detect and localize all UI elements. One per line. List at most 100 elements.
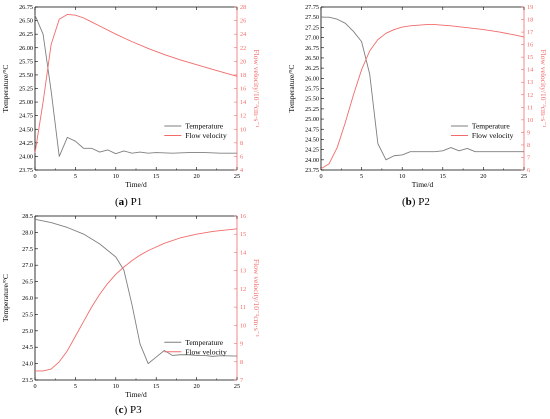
y-left-tick-label: 24.00 xyxy=(19,153,33,160)
y-right-tick-label: 13 xyxy=(527,79,533,86)
y-left-tick-label: 25.00 xyxy=(19,99,33,106)
y-right-axis-label: Flow velocity/10⁻³cm·s⁻¹ xyxy=(252,49,261,127)
x-tick-label: 20 xyxy=(480,173,486,180)
caption-paren: ) xyxy=(124,404,130,416)
y-right-tick-label: 17 xyxy=(527,29,533,36)
y-left-axis-label: Temperature/°C xyxy=(287,65,296,113)
legend-label: Flow velocity xyxy=(185,131,227,140)
caption-letter: c xyxy=(119,404,124,416)
y-right-tick-label: 7 xyxy=(527,154,530,161)
y-right-tick-label: 10 xyxy=(240,126,246,133)
series-line-temperature xyxy=(34,218,238,365)
y-left-tick-label: 24.5 xyxy=(22,344,33,351)
y-left-tick-label: 26.75 xyxy=(305,45,319,52)
x-axis-label: Time/d xyxy=(125,390,147,399)
y-right-tick-label: 8 xyxy=(527,142,530,149)
y-right-tick-label: 9 xyxy=(527,129,530,136)
y-left-tick-label: 27.25 xyxy=(305,24,319,31)
y-right-tick-label: 10 xyxy=(240,322,246,329)
y-left-tick-label: 26.5 xyxy=(22,279,33,286)
y-left-tick-label: 25.0 xyxy=(22,328,33,335)
panel-caption: (a) P1 xyxy=(115,196,142,208)
y-left-tick-label: 23.75 xyxy=(305,167,319,174)
y-right-tick-label: 15 xyxy=(527,54,533,61)
y-left-tick-label: 27.75 xyxy=(305,4,319,11)
legend-label: Flow velocity xyxy=(185,347,227,356)
caption-name: P1 xyxy=(131,196,143,208)
legend-label: Temperature xyxy=(472,122,510,131)
y-left-tick-label: 25.75 xyxy=(19,58,33,65)
y-right-tick-label: 26 xyxy=(240,18,246,25)
x-tick-label: 25 xyxy=(521,173,527,180)
series-line-temperature xyxy=(34,14,237,157)
x-tick-label: 15 xyxy=(440,173,446,180)
y-left-tick-label: 25.00 xyxy=(305,116,319,123)
y-right-tick-label: 16 xyxy=(240,213,246,220)
y-right-tick-label: 10 xyxy=(527,117,533,124)
y-left-tick-label: 24.75 xyxy=(305,126,319,133)
y-right-tick-label: 18 xyxy=(240,72,246,79)
y-left-tick-label: 27.0 xyxy=(22,262,33,269)
caption-paren: ( xyxy=(115,196,119,208)
y-left-tick-label: 24.00 xyxy=(305,157,319,164)
x-tick-label: 20 xyxy=(194,383,200,390)
caption-paren: ) xyxy=(124,196,130,208)
y-left-tick-label: 25.5 xyxy=(22,311,33,318)
chart-panel-p1: 0 5 10 15 20 25 23.75 24.00 24.25 24.50 24.75 25.00… xyxy=(1,4,261,208)
y-right-tick-label: 8 xyxy=(240,359,243,366)
y-left-tick-label: 26.50 xyxy=(19,18,33,25)
x-axis-label: Time/d xyxy=(412,180,434,189)
y-left-tick-label: 26.50 xyxy=(305,55,319,62)
y-right-tick-label: 12 xyxy=(240,113,246,120)
y-right-tick-label: 16 xyxy=(527,42,533,49)
y-right-tick-label: 11 xyxy=(240,304,246,311)
y-left-tick-label: 23.75 xyxy=(19,167,33,174)
y-left-tick-label: 26.00 xyxy=(19,45,33,52)
y-right-axis-label: Flow velocity/10⁻³cm·s⁻¹ xyxy=(252,259,261,337)
y-left-tick-label: 24.25 xyxy=(305,147,319,154)
caption-letter: a xyxy=(119,196,125,208)
legend-label: Flow velocity xyxy=(472,131,514,140)
x-tick-label: 15 xyxy=(153,383,159,390)
panel-caption: (c) P3 xyxy=(115,404,142,416)
y-left-axis-label: Temperature/°C xyxy=(1,274,10,322)
y-right-tick-label: 7 xyxy=(240,377,243,384)
x-tick-label: 25 xyxy=(234,173,240,180)
x-tick-label: 5 xyxy=(74,383,77,390)
y-left-tick-label: 26.00 xyxy=(305,75,319,82)
y-right-tick-label: 14 xyxy=(240,99,246,106)
y-right-tick-label: 14 xyxy=(240,249,246,256)
caption-paren: ( xyxy=(402,196,406,208)
y-right-tick-label: 20 xyxy=(240,58,246,65)
series-line-temperature xyxy=(321,16,524,161)
y-right-tick-label: 22 xyxy=(240,45,246,52)
y-right-tick-label: 12 xyxy=(240,286,246,293)
caption-paren: ( xyxy=(115,404,119,416)
y-right-tick-label: 19 xyxy=(527,4,533,11)
y-left-tick-label: 25.25 xyxy=(19,86,33,93)
x-axis-label: Time/d xyxy=(125,180,147,189)
y-left-axis-label: Temperature/°C xyxy=(1,65,10,113)
y-right-tick-label: 6 xyxy=(240,153,243,160)
y-right-tick-label: 11 xyxy=(527,104,533,111)
y-right-tick-label: 9 xyxy=(240,341,243,348)
y-right-tick-label: 24 xyxy=(240,31,246,38)
y-right-tick-label: 14 xyxy=(527,67,533,74)
y-right-tick-label: 16 xyxy=(240,86,246,93)
y-left-tick-label: 26.25 xyxy=(19,31,33,38)
x-tick-label: 25 xyxy=(234,383,240,390)
series-line-flow-velocity xyxy=(320,24,525,170)
series-line-flow-velocity xyxy=(34,14,238,154)
y-left-tick-label: 24.50 xyxy=(19,126,33,133)
x-tick-label: 10 xyxy=(113,383,119,390)
x-tick-label: 20 xyxy=(194,173,200,180)
x-tick-label: 5 xyxy=(74,173,77,180)
y-right-tick-label: 18 xyxy=(527,17,533,24)
y-left-tick-label: 28.0 xyxy=(22,229,33,236)
x-tick-label: 5 xyxy=(360,173,363,180)
y-right-tick-label: 13 xyxy=(240,268,246,275)
x-tick-label: 0 xyxy=(33,173,36,180)
y-left-tick-label: 27.50 xyxy=(305,14,319,21)
